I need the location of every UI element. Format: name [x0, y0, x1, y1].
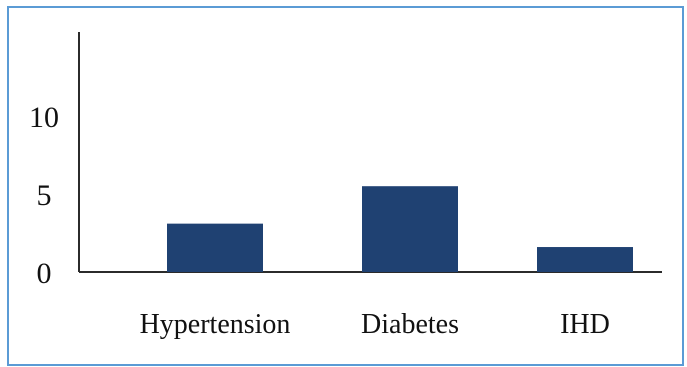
bar-hypertension [167, 223, 263, 272]
x-category-label: IHD [560, 309, 610, 340]
y-tick-label: 5 [37, 179, 52, 212]
y-tick-label: 0 [37, 257, 52, 290]
chart-border [7, 6, 684, 366]
bar-ihd [537, 247, 633, 272]
y-tick-label: 10 [29, 101, 59, 134]
x-category-label: Hypertension [140, 309, 291, 340]
x-category-label: Diabetes [361, 309, 459, 340]
bar-diabetes [362, 186, 458, 272]
